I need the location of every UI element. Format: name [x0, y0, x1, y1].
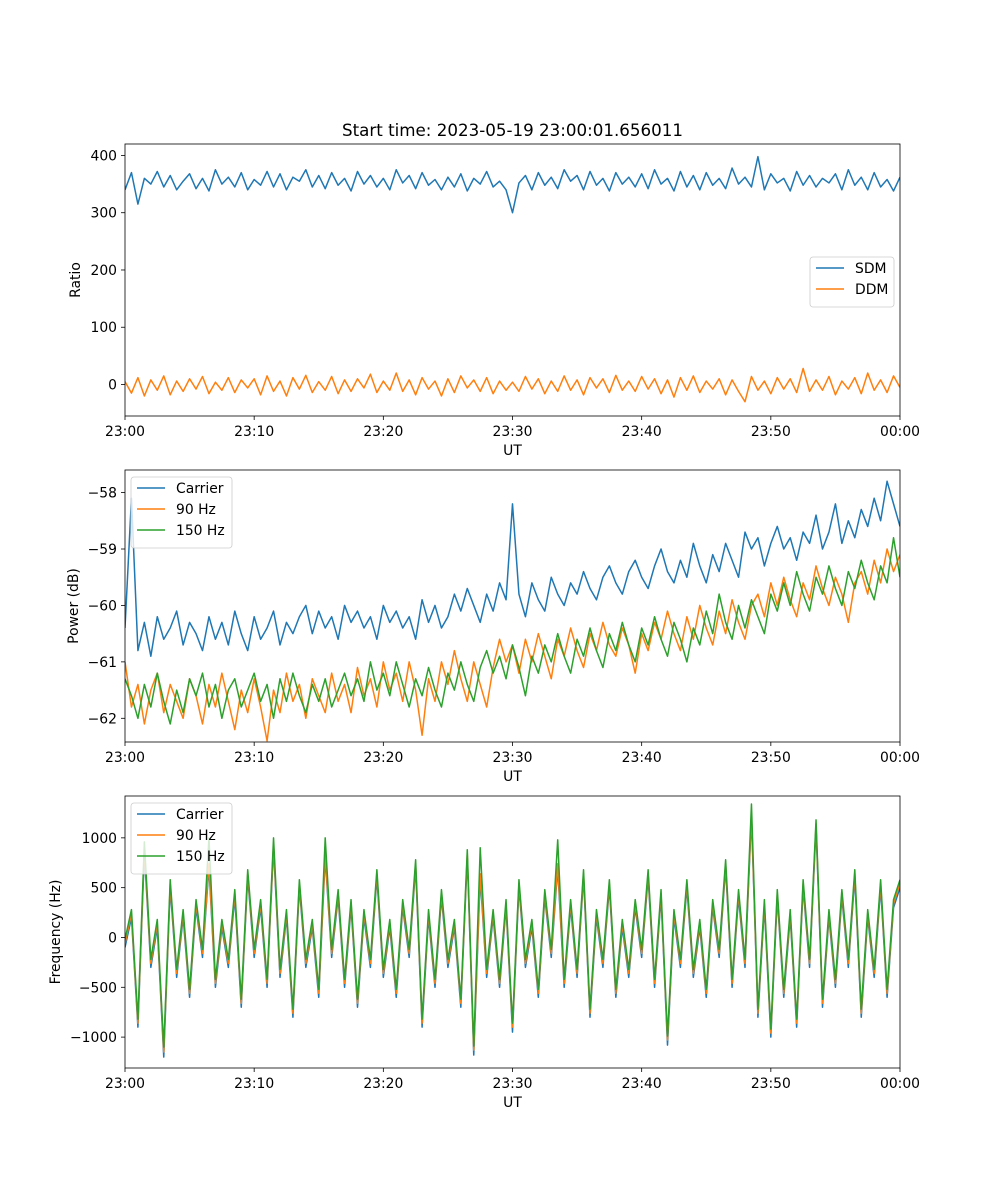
x-tick-label: 23:50: [751, 424, 791, 440]
y-tick-label: 500: [90, 881, 117, 897]
series-line-90-hz: [125, 813, 900, 1053]
y-tick-label: 1000: [82, 831, 117, 847]
legend-label: SDM: [855, 261, 887, 277]
legend: Carrier 90 Hz 150 Hz: [130, 476, 233, 549]
series-line-150-hz: [125, 803, 900, 1048]
y-tick-label: −58: [88, 486, 117, 502]
legend-label: DDM: [855, 282, 888, 298]
series-line-ddm: [125, 367, 900, 403]
x-tick-label: 00:00: [880, 1076, 920, 1092]
x-tick-label: 23:10: [234, 1076, 274, 1092]
y-tick-label: 200: [90, 263, 117, 279]
y-tick-label: 0: [108, 378, 117, 394]
y-axis-label: Ratio: [68, 262, 84, 298]
y-tick-label: 100: [90, 320, 117, 336]
legend-label: Carrier: [176, 481, 224, 497]
x-axis-label: UT: [503, 769, 522, 785]
x-tick-label: 00:00: [880, 750, 920, 766]
panels: 23:00 23:10 23:20 23:30 23:40 23:50 00:00 0 100 2…: [48, 143, 920, 1111]
y-tick-label: 0: [108, 930, 117, 946]
y-axis-label: Frequency (Hz): [48, 880, 64, 985]
x-tick-label: 23:30: [492, 1076, 532, 1092]
x-tick-label: 23:40: [622, 750, 662, 766]
chart-panel-1: 23:00 23:10 23:20 23:30 23:40 23:50 00:00 0 100 2…: [68, 143, 920, 459]
y-tick-label: 300: [90, 206, 117, 222]
series-line-sdm: [125, 155, 900, 214]
x-tick-label: 23:20: [363, 1076, 403, 1092]
legend-label: 150 Hz: [176, 523, 225, 539]
legend-label: 90 Hz: [176, 828, 216, 844]
series-line-150-hz: [125, 536, 900, 725]
x-axis-label: UT: [503, 1095, 522, 1111]
legend-label: 150 Hz: [176, 849, 225, 865]
series-line-carrier: [125, 817, 900, 1058]
y-tick-label: −60: [88, 598, 117, 614]
x-tick-label: 23:50: [751, 1076, 791, 1092]
figure-title: Start time: 2023-05-19 23:00:01.656011: [342, 120, 683, 140]
y-tick-label: −62: [88, 711, 117, 727]
x-tick-label: 23:20: [363, 750, 403, 766]
y-tick-label: 400: [90, 148, 117, 164]
x-tick-label: 23:50: [751, 750, 791, 766]
legend-box: [809, 256, 895, 308]
y-tick-label: −500: [79, 980, 117, 996]
legend-label: Carrier: [176, 807, 224, 823]
series-line-carrier: [125, 480, 900, 657]
x-tick-label: 23:10: [234, 424, 274, 440]
y-axis-label: Power (dB): [66, 568, 82, 644]
x-tick-label: 23:10: [234, 750, 274, 766]
legend: SDM DDM: [809, 256, 895, 308]
y-tick-label: −61: [88, 655, 117, 671]
chart-panel-2: 23:00 23:10 23:20 23:30 23:40 23:50 00:00 −62 −6…: [66, 469, 920, 785]
legend: Carrier 90 Hz 150 Hz: [130, 802, 233, 875]
x-tick-label: 23:00: [105, 1076, 145, 1092]
x-tick-label: 23:30: [492, 424, 532, 440]
x-tick-label: 23:30: [492, 750, 532, 766]
x-tick-label: 23:40: [622, 424, 662, 440]
chart-panel-3: 23:00 23:10 23:20 23:30 23:40 23:50 00:00 −1000…: [48, 795, 920, 1111]
x-tick-label: 23:20: [363, 424, 403, 440]
x-tick-label: 00:00: [880, 424, 920, 440]
y-tick-label: −59: [88, 542, 117, 558]
x-tick-label: 23:00: [105, 424, 145, 440]
x-tick-label: 23:00: [105, 750, 145, 766]
x-axis-label: UT: [503, 443, 522, 459]
y-tick-label: −1000: [70, 1030, 117, 1046]
x-tick-label: 23:40: [622, 1076, 662, 1092]
legend-label: 90 Hz: [176, 502, 216, 518]
